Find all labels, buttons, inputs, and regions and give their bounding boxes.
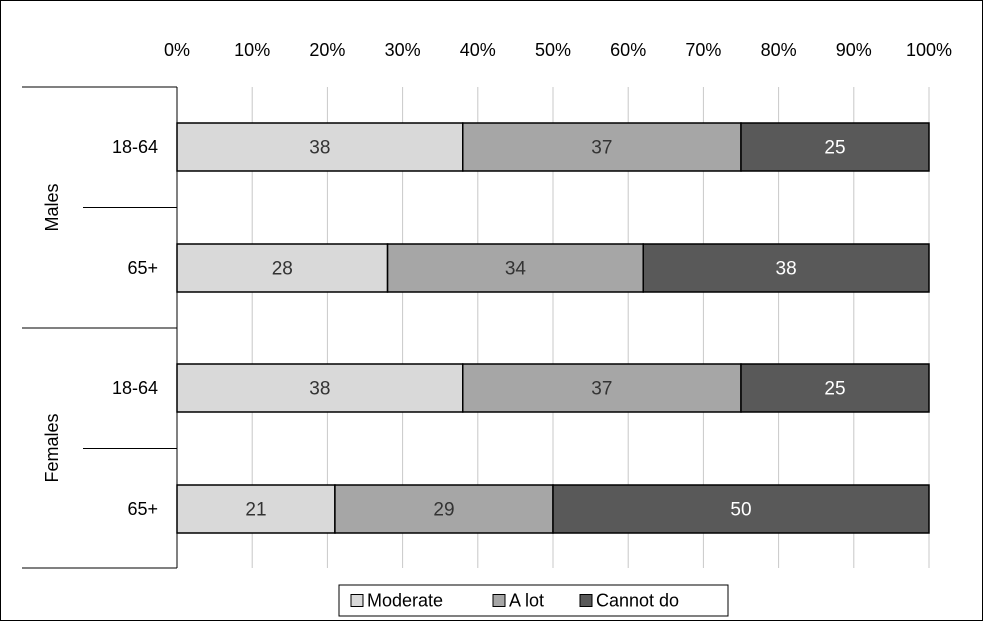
x-tick-label-10: 10% <box>234 40 270 60</box>
bar-a-lot-males-18-64 <box>462 122 742 172</box>
x-tick-label-70: 70% <box>685 40 721 60</box>
bar-a-lot-females-65 <box>334 484 554 534</box>
bar-moderate-females-18-64 <box>176 363 464 413</box>
legend-box <box>338 584 729 617</box>
data-label-moderate-males-65: 28 <box>272 259 293 280</box>
category-label-males-65: 65+ <box>127 258 158 278</box>
data-label-a-lot-males-18-64: 37 <box>591 138 612 159</box>
group-label-males: Males <box>42 183 62 231</box>
legend-label-cannot-do: Cannot do <box>596 591 679 611</box>
bar-a-lot-females-18-64 <box>462 363 742 413</box>
x-tick-label-90: 90% <box>836 40 872 60</box>
data-label-moderate-females-65: 21 <box>245 500 266 521</box>
x-tick-label-30: 30% <box>385 40 421 60</box>
data-label-cannot-do-males-65: 38 <box>776 259 797 280</box>
data-label-cannot-do-females-18-64: 25 <box>824 379 845 400</box>
legend-swatch-moderate <box>350 594 364 607</box>
bar-moderate-females-65 <box>176 484 336 534</box>
category-label-males-18-64: 18-64 <box>112 137 158 157</box>
x-tick-label-80: 80% <box>761 40 797 60</box>
category-label-females-18-64: 18-64 <box>112 378 158 398</box>
data-label-moderate-females-18-64: 38 <box>309 379 330 400</box>
legend-swatch-a-lot <box>492 594 506 607</box>
legend: Moderate A lot Cannot do <box>338 584 729 617</box>
legend-label-moderate: Moderate <box>367 591 443 611</box>
bar-cannot-do-males-65 <box>642 243 930 293</box>
data-label-a-lot-females-65: 29 <box>433 500 454 521</box>
bar-cannot-do-females-65 <box>552 484 930 534</box>
data-label-a-lot-males-65: 34 <box>505 259 527 280</box>
x-tick-label-60: 60% <box>610 40 646 60</box>
category-label-females-65: 65+ <box>127 499 158 519</box>
bar-cannot-do-females-18-64 <box>740 363 930 413</box>
legend-label-a-lot: A lot <box>509 591 544 611</box>
x-tick-label-0: 0% <box>164 40 190 60</box>
bar-a-lot-males-65 <box>386 243 644 293</box>
x-tick-label-100: 100% <box>906 40 952 60</box>
data-label-cannot-do-males-18-64: 25 <box>824 138 845 159</box>
x-tick-label-20: 20% <box>309 40 345 60</box>
group-label-females: Females <box>42 413 62 482</box>
bar-cannot-do-males-18-64 <box>740 122 930 172</box>
x-tick-label-40: 40% <box>460 40 496 60</box>
legend-swatch-cannot-do <box>579 594 593 607</box>
data-label-moderate-males-18-64: 38 <box>309 138 330 159</box>
data-label-cannot-do-females-65: 50 <box>730 500 751 521</box>
x-axis-ticks: 0% 10% 20% 30% 40% 50% 60% 70% 80% 90% 100% <box>164 40 952 60</box>
data-label-a-lot-females-18-64: 37 <box>591 379 612 400</box>
bars: 38 37 25 28 34 38 38 37 25 21 29 50 <box>176 122 930 534</box>
x-tick-label-50: 50% <box>535 40 571 60</box>
